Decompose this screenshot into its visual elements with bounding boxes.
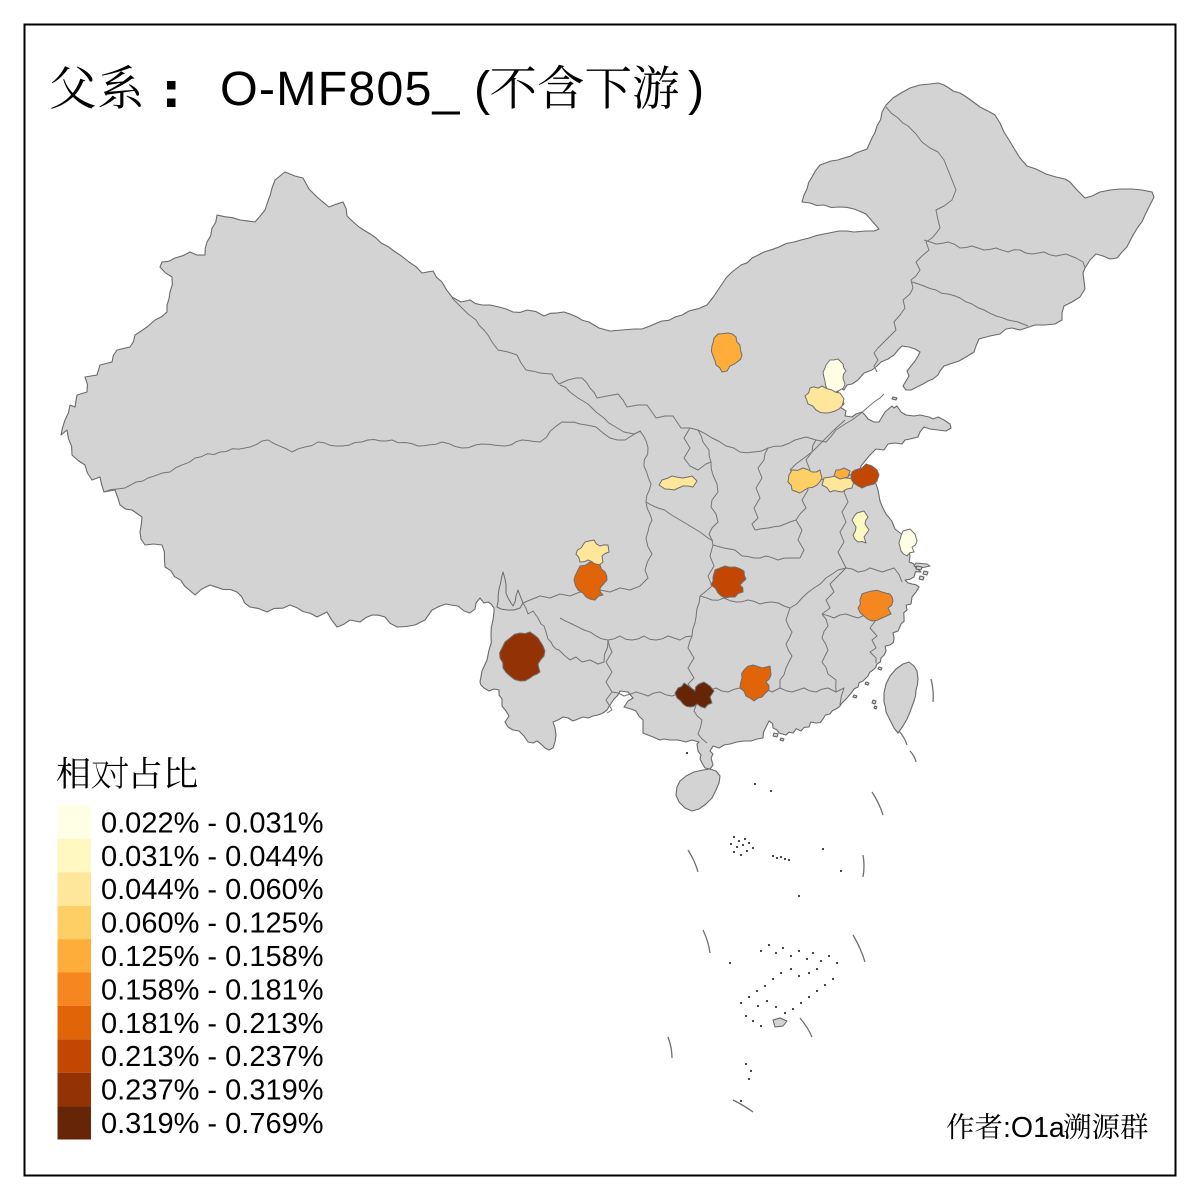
svg-text:O-MF805_: O-MF805_ xyxy=(220,62,461,116)
svg-text:0.022% - 0.031%: 0.022% - 0.031% xyxy=(101,807,323,839)
svg-text:0.031% - 0.044%: 0.031% - 0.044% xyxy=(101,841,323,873)
svg-text:0.181% - 0.213%: 0.181% - 0.213% xyxy=(101,1008,323,1040)
svg-text:0.125% - 0.158%: 0.125% - 0.158% xyxy=(101,941,323,973)
svg-text:0.319% - 0.769%: 0.319% - 0.769% xyxy=(101,1108,323,1140)
svg-text:0.213% - 0.237%: 0.213% - 0.237% xyxy=(101,1041,323,1073)
svg-text:0.158% - 0.181%: 0.158% - 0.181% xyxy=(101,974,323,1006)
svg-text:(: ( xyxy=(474,62,490,116)
svg-text::O1a: :O1a xyxy=(1003,1112,1065,1144)
svg-text:0.237% - 0.319%: 0.237% - 0.319% xyxy=(101,1075,323,1107)
svg-text:): ) xyxy=(688,62,704,116)
svg-text:0.060% - 0.125%: 0.060% - 0.125% xyxy=(101,908,323,940)
svg-text:0.044% - 0.060%: 0.044% - 0.060% xyxy=(101,874,323,906)
